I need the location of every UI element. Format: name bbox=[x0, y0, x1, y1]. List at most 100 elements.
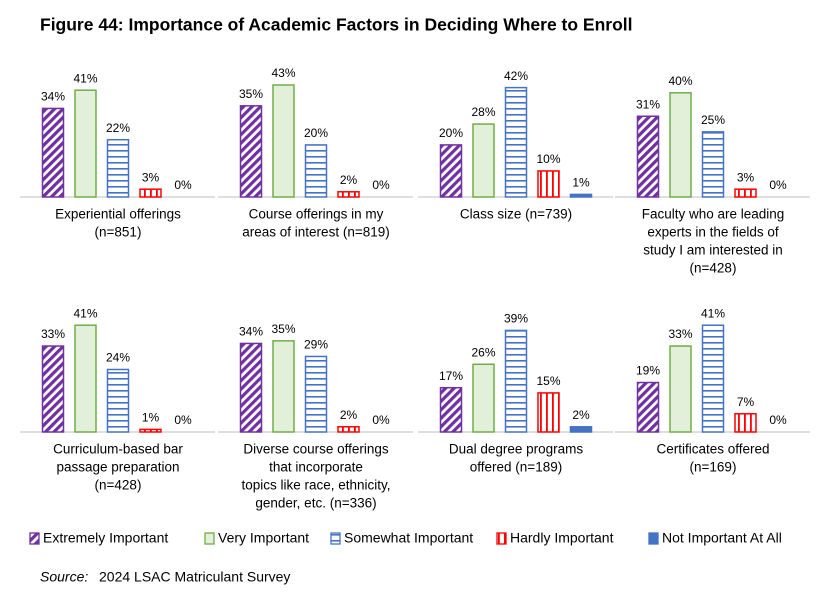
value-label: 1% bbox=[572, 176, 590, 190]
bar bbox=[537, 170, 560, 198]
value-label: 43% bbox=[271, 66, 295, 80]
source-label: Source: bbox=[40, 569, 88, 585]
panel-title: that incorporate bbox=[269, 460, 363, 475]
bar bbox=[669, 92, 692, 198]
value-label: 33% bbox=[41, 327, 65, 341]
value-label: 39% bbox=[504, 312, 528, 326]
panel-title: Certificates offered bbox=[656, 442, 769, 457]
value-label: 2% bbox=[572, 408, 590, 422]
value-label: 35% bbox=[271, 322, 295, 336]
bar bbox=[139, 428, 162, 433]
value-label: 31% bbox=[636, 97, 660, 111]
legend-label: Very Important bbox=[218, 530, 309, 546]
bar bbox=[41, 107, 65, 198]
panel-title: offered (n=189) bbox=[470, 460, 562, 475]
bar bbox=[472, 363, 495, 433]
legend-swatch bbox=[648, 532, 659, 545]
bar bbox=[439, 144, 463, 198]
bar bbox=[239, 105, 263, 198]
legend-swatch bbox=[496, 532, 507, 545]
panel-title: passage preparation bbox=[56, 460, 179, 475]
legend-swatch bbox=[330, 532, 341, 545]
value-label: 17% bbox=[439, 369, 463, 383]
bar bbox=[472, 123, 495, 198]
bar bbox=[106, 368, 130, 433]
panel-title: (n=428) bbox=[690, 261, 737, 276]
value-label: 0% bbox=[372, 178, 390, 192]
value-label: 19% bbox=[636, 364, 660, 378]
panel-title: Course offerings in my bbox=[249, 207, 384, 222]
bar bbox=[537, 392, 560, 433]
value-label: 41% bbox=[701, 306, 725, 320]
value-label: 41% bbox=[73, 306, 97, 320]
legend-label: Somewhat Important bbox=[344, 530, 473, 546]
bar bbox=[106, 138, 130, 198]
value-label: 20% bbox=[439, 126, 463, 140]
value-label: 28% bbox=[471, 105, 495, 119]
value-label: 0% bbox=[769, 178, 787, 192]
value-label: 24% bbox=[106, 351, 130, 365]
value-label: 20% bbox=[304, 126, 328, 140]
bar bbox=[439, 386, 463, 433]
value-label: 3% bbox=[142, 170, 160, 184]
bar bbox=[304, 355, 328, 433]
panel-title: (n=428) bbox=[95, 478, 142, 493]
bar bbox=[74, 89, 97, 198]
bar bbox=[239, 342, 263, 433]
value-label: 15% bbox=[536, 374, 560, 388]
value-label: 0% bbox=[174, 178, 192, 192]
bar bbox=[504, 86, 528, 198]
value-label: 25% bbox=[701, 113, 725, 127]
bar bbox=[734, 188, 757, 198]
value-label: 2% bbox=[340, 408, 358, 422]
panel-title: (n=169) bbox=[690, 460, 737, 475]
value-label: 34% bbox=[41, 90, 65, 104]
legend-swatch bbox=[29, 532, 40, 545]
value-label: 7% bbox=[737, 395, 755, 409]
panel-title: Faculty who are leading bbox=[642, 207, 785, 222]
bar bbox=[669, 345, 692, 433]
legend-label: Not Important At All bbox=[662, 530, 782, 546]
value-label: 26% bbox=[471, 345, 495, 359]
bar bbox=[569, 426, 593, 433]
bar bbox=[569, 193, 593, 198]
panel-title: Class size (n=739) bbox=[460, 207, 572, 222]
value-label: 2% bbox=[340, 173, 358, 187]
bar bbox=[701, 131, 725, 198]
value-label: 0% bbox=[769, 413, 787, 427]
panel-title: Curriculum-based bar bbox=[53, 442, 183, 457]
bar bbox=[504, 329, 528, 433]
value-label: 40% bbox=[668, 74, 692, 88]
panel-title: areas of interest (n=819) bbox=[242, 225, 389, 240]
panel-title: Dual degree programs bbox=[449, 442, 584, 457]
source: 2024 LSAC Matriculant Survey bbox=[99, 569, 290, 585]
value-label: 1% bbox=[142, 411, 160, 425]
value-label: 35% bbox=[239, 87, 263, 101]
value-label: 22% bbox=[106, 121, 130, 135]
value-label: 33% bbox=[668, 327, 692, 341]
value-label: 42% bbox=[504, 69, 528, 83]
bar bbox=[636, 115, 660, 198]
panel-title: Experiential offerings bbox=[55, 207, 181, 222]
figure-title: Figure 44: Importance of Academic Factor… bbox=[40, 15, 633, 35]
panel-title: study I am interested in bbox=[643, 243, 783, 258]
legend-label: Extremely Important bbox=[43, 530, 168, 546]
bar bbox=[337, 191, 360, 198]
bar bbox=[139, 188, 162, 198]
value-label: 41% bbox=[73, 71, 97, 85]
bar bbox=[337, 426, 360, 433]
legend-swatch bbox=[204, 532, 215, 545]
bar bbox=[41, 345, 65, 433]
legend-label: Hardly Important bbox=[510, 530, 614, 546]
value-label: 3% bbox=[737, 170, 755, 184]
panel-title: experts in the fields of bbox=[647, 225, 779, 240]
bar bbox=[272, 84, 295, 198]
value-label: 0% bbox=[372, 413, 390, 427]
bar bbox=[304, 144, 328, 198]
value-label: 34% bbox=[239, 325, 263, 339]
panel-title: (n=851) bbox=[95, 225, 142, 240]
value-label: 10% bbox=[536, 152, 560, 166]
bar bbox=[734, 413, 757, 433]
value-label: 0% bbox=[174, 413, 192, 427]
